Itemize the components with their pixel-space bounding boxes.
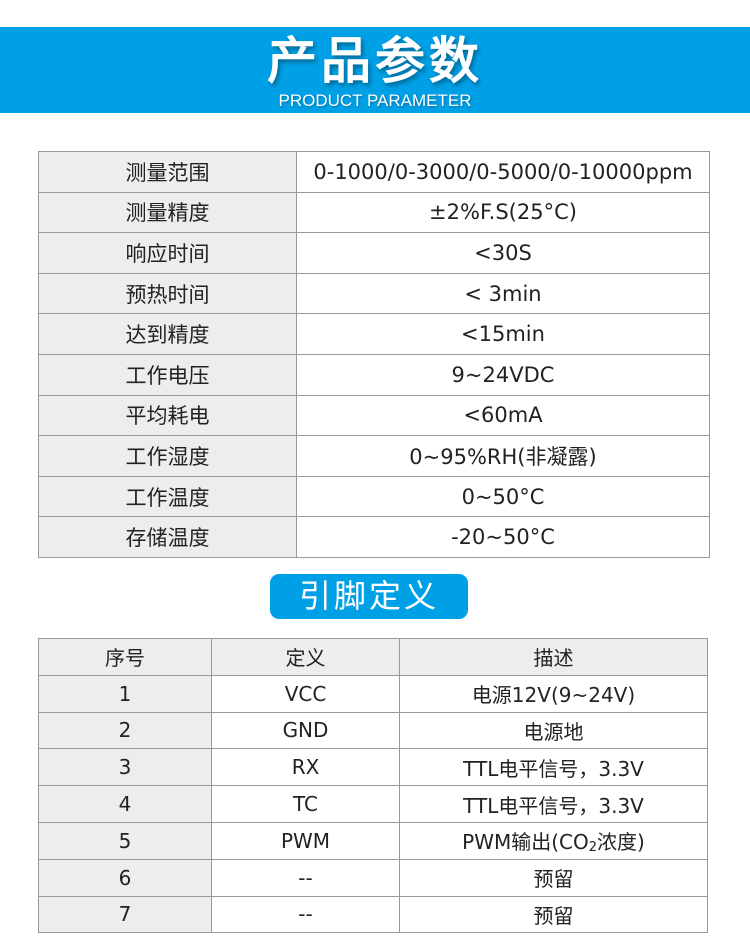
param-label: 存储温度 bbox=[38, 516, 297, 558]
pin-description-text: 浓度) bbox=[597, 830, 645, 855]
pin-definition: TC bbox=[211, 785, 400, 823]
pin-definition: VCC bbox=[211, 674, 400, 713]
table-row: 响应时间 <30S bbox=[38, 232, 710, 274]
header-banner: 产品参数 PRODUCT PARAMETER bbox=[0, 27, 750, 113]
table-row: 6 -- 预留 bbox=[38, 858, 708, 897]
pin-number: 3 bbox=[38, 748, 212, 787]
pin-definition: GND bbox=[211, 711, 400, 750]
table-row: 2 GND 电源地 bbox=[38, 711, 708, 750]
pin-number: 5 bbox=[38, 821, 212, 860]
table-header-row: 序号 定义 描述 bbox=[38, 638, 708, 676]
pin-number: 1 bbox=[38, 674, 212, 713]
param-value: < 3min bbox=[296, 272, 710, 315]
header-description: 描述 bbox=[399, 638, 708, 676]
header-definition: 定义 bbox=[211, 638, 400, 676]
pin-description: TTL电平信号，3.3V bbox=[399, 748, 708, 787]
table-row: 工作湿度 0~95%RH(非凝露) bbox=[38, 435, 710, 477]
param-label: 测量范围 bbox=[38, 151, 297, 193]
pin-definition: RX bbox=[211, 748, 400, 787]
table-row: 测量范围 0-1000/0-3000/0-5000/0-10000ppm bbox=[38, 151, 710, 193]
pin-definition-table: 序号 定义 描述 1 VCC 电源12V(9~24V) 2 GND 电源地 3 RX TTL电平… bbox=[38, 638, 708, 934]
pin-description-text: PWM输出(CO bbox=[462, 830, 589, 855]
pin-description: 电源12V(9~24V) bbox=[399, 674, 708, 713]
pin-description: 预留 bbox=[399, 858, 708, 897]
param-label: 测量精度 bbox=[38, 191, 297, 234]
param-value: 0-1000/0-3000/0-5000/0-10000ppm bbox=[296, 151, 710, 193]
param-label: 工作湿度 bbox=[38, 435, 297, 477]
table-row: 工作温度 0~50°C bbox=[38, 475, 710, 518]
table-row: 7 -- 预留 bbox=[38, 895, 708, 934]
pin-description: TTL电平信号，3.3V bbox=[399, 785, 708, 823]
table-row: 存储温度 -20~50°C bbox=[38, 516, 710, 558]
pin-number: 4 bbox=[38, 785, 212, 823]
pin-definition: -- bbox=[211, 858, 400, 897]
table-row: 预热时间 < 3min bbox=[38, 272, 710, 315]
param-value: <30S bbox=[296, 232, 710, 274]
param-label: 平均耗电 bbox=[38, 394, 297, 437]
pin-number: 6 bbox=[38, 858, 212, 897]
table-row: 5 PWM PWM输出(CO2浓度) bbox=[38, 821, 708, 860]
param-label: 达到精度 bbox=[38, 313, 297, 355]
param-label: 工作温度 bbox=[38, 475, 297, 518]
parameter-table: 测量范围 0-1000/0-3000/0-5000/0-10000ppm 测量精度 ±… bbox=[38, 151, 710, 558]
table-row: 3 RX TTL电平信号，3.3V bbox=[38, 748, 708, 787]
pin-definition: -- bbox=[211, 895, 400, 934]
param-label: 工作电压 bbox=[38, 353, 297, 396]
param-value: 9~24VDC bbox=[296, 353, 710, 396]
table-row: 平均耗电 <60mA bbox=[38, 394, 710, 437]
header-number: 序号 bbox=[38, 638, 212, 676]
param-value: ±2%F.S(25°C) bbox=[296, 191, 710, 234]
param-value: 0~50°C bbox=[296, 475, 710, 518]
table-row: 测量精度 ±2%F.S(25°C) bbox=[38, 191, 710, 234]
pin-description: 预留 bbox=[399, 895, 708, 934]
pin-definition: PWM bbox=[211, 821, 400, 860]
pin-description: PWM输出(CO2浓度) bbox=[399, 821, 708, 860]
param-value: <15min bbox=[296, 313, 710, 355]
banner-subtitle: PRODUCT PARAMETER bbox=[278, 91, 472, 110]
table-row: 达到精度 <15min bbox=[38, 313, 710, 355]
pin-number: 7 bbox=[38, 895, 212, 934]
table-row: 1 VCC 电源12V(9~24V) bbox=[38, 674, 708, 713]
subscript: 2 bbox=[588, 840, 598, 856]
param-value: <60mA bbox=[296, 394, 710, 437]
table-row: 4 TC TTL电平信号，3.3V bbox=[38, 785, 708, 823]
param-label: 响应时间 bbox=[38, 232, 297, 274]
param-value: 0~95%RH(非凝露) bbox=[296, 435, 710, 477]
param-value: -20~50°C bbox=[296, 516, 710, 558]
param-label: 预热时间 bbox=[38, 272, 297, 315]
pin-definition-heading: 引脚定义 bbox=[270, 574, 468, 619]
banner-title: 产品参数 bbox=[267, 32, 483, 90]
pin-description: 电源地 bbox=[399, 711, 708, 750]
table-row: 工作电压 9~24VDC bbox=[38, 353, 710, 396]
pin-number: 2 bbox=[38, 711, 212, 750]
